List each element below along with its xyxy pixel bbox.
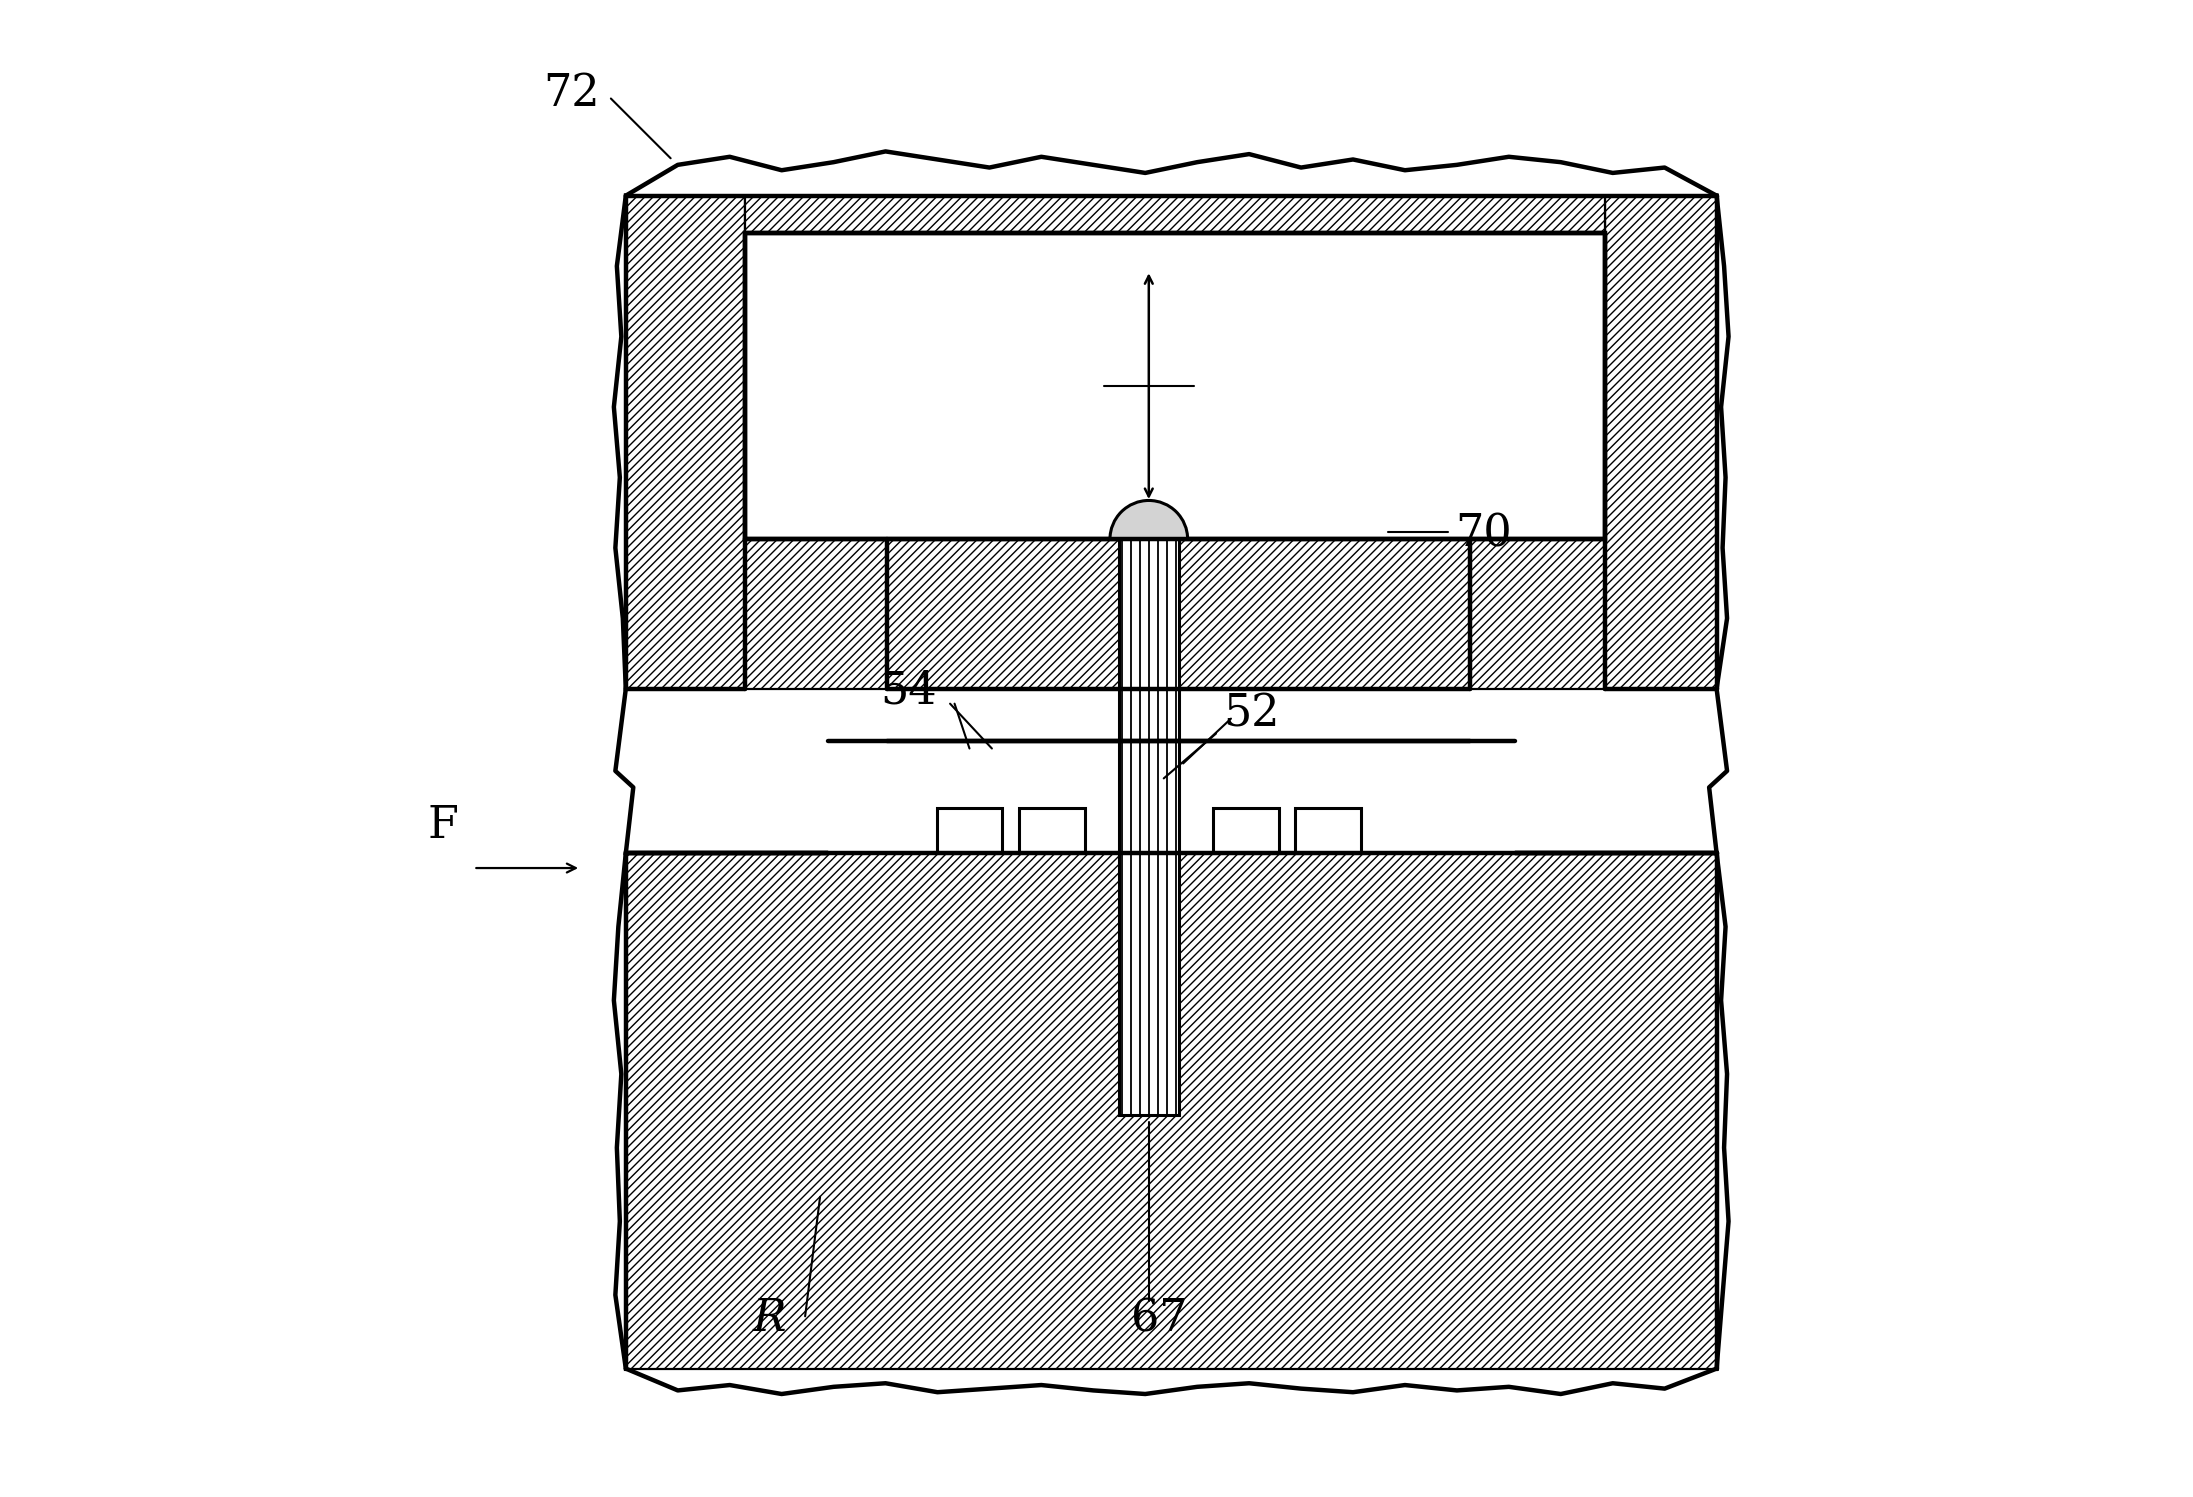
Text: 70: 70 <box>1456 512 1511 555</box>
Polygon shape <box>625 853 1717 1368</box>
Polygon shape <box>888 689 1469 741</box>
Text: 54: 54 <box>879 669 936 713</box>
Text: 52: 52 <box>1224 692 1281 735</box>
Polygon shape <box>1296 808 1362 853</box>
Text: 67: 67 <box>1132 1296 1186 1340</box>
Polygon shape <box>746 234 1605 539</box>
Text: R: R <box>752 1296 787 1340</box>
Polygon shape <box>827 741 1515 853</box>
Polygon shape <box>1469 196 1717 689</box>
Polygon shape <box>936 808 1002 853</box>
Polygon shape <box>1213 808 1279 853</box>
Polygon shape <box>746 196 1605 234</box>
Text: 72: 72 <box>544 72 601 115</box>
Polygon shape <box>1020 808 1086 853</box>
Text: F: F <box>428 804 458 847</box>
Polygon shape <box>625 196 888 689</box>
Wedge shape <box>1110 500 1189 539</box>
Polygon shape <box>1118 539 1178 1115</box>
Polygon shape <box>888 539 1469 689</box>
